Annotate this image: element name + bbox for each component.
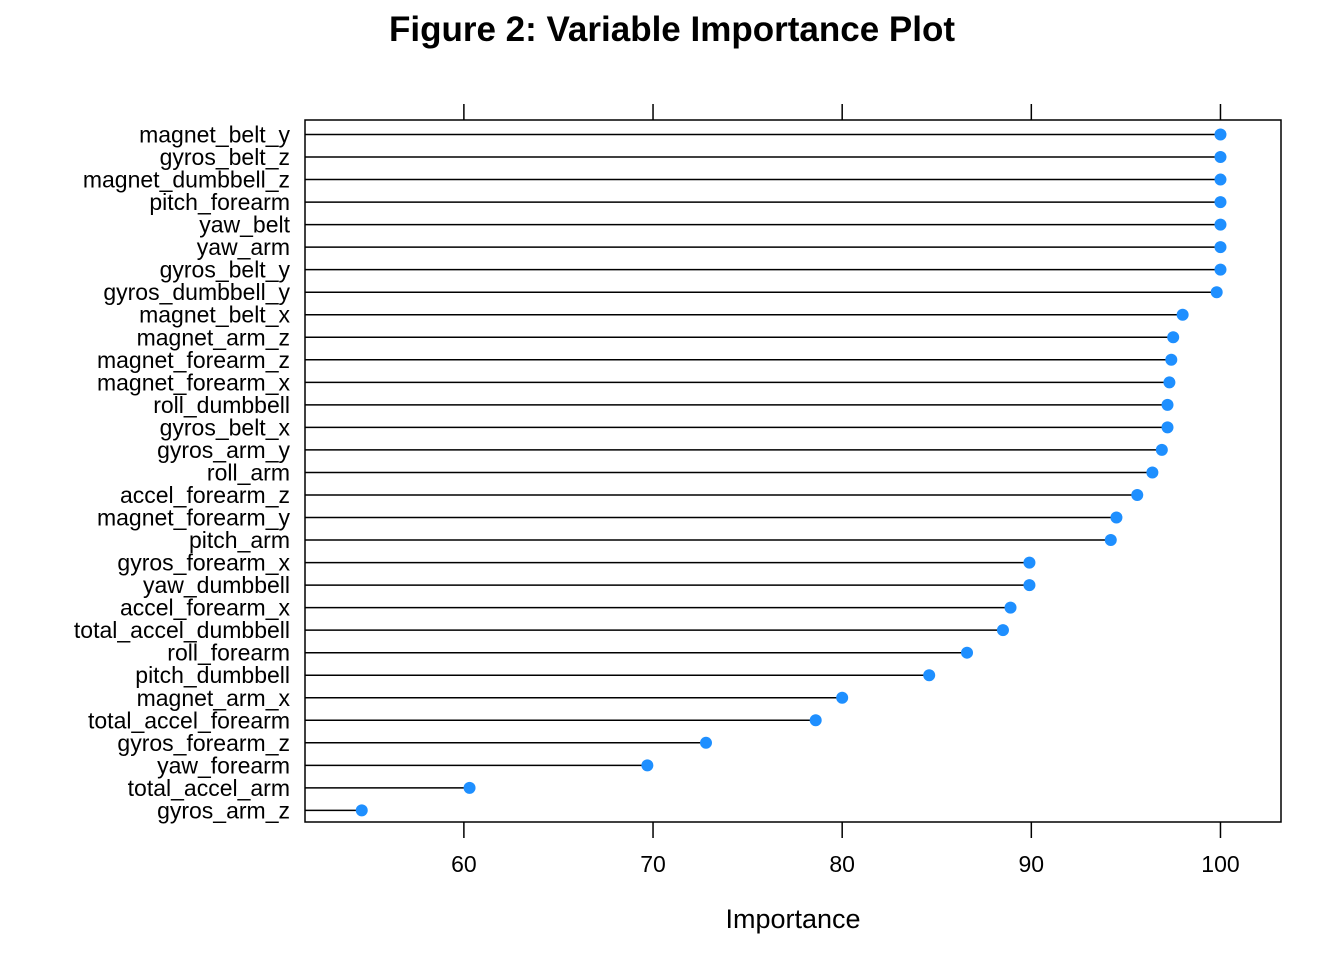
y-tick-label: yaw_forearm <box>157 752 290 778</box>
data-point <box>1104 534 1117 547</box>
y-tick-label: magnet_forearm_x <box>97 369 291 395</box>
data-point <box>699 736 712 749</box>
x-axis-label: Importance <box>725 904 860 934</box>
data-point <box>961 646 974 659</box>
data-point <box>996 624 1009 637</box>
data-point <box>923 669 936 682</box>
data-point <box>641 759 654 772</box>
data-points <box>355 128 1227 817</box>
y-tick-label: gyros_belt_x <box>160 414 291 440</box>
lollipop-lines <box>305 133 1221 812</box>
data-point <box>1110 511 1123 524</box>
data-point <box>1163 376 1176 389</box>
y-tick-label: total_accel_forearm <box>88 707 290 733</box>
data-point <box>1214 173 1227 186</box>
y-tick-label: magnet_forearm_y <box>97 505 291 531</box>
y-tick-label: roll_arm <box>207 459 290 485</box>
data-point <box>1155 443 1168 456</box>
x-tick-label: 70 <box>640 851 666 877</box>
data-point <box>1023 556 1036 569</box>
y-axis-labels: magnet_belt_ygyros_belt_zmagnet_dumbbell… <box>74 122 291 824</box>
y-tick-label: yaw_dumbbell <box>143 572 290 598</box>
data-point <box>1167 331 1180 344</box>
x-tick-label: 60 <box>451 851 477 877</box>
y-tick-label: accel_forearm_x <box>120 595 291 621</box>
data-point <box>1023 579 1036 592</box>
y-tick-label: accel_forearm_z <box>120 482 290 508</box>
axis-ticks: 60 70 80 90 100 <box>451 104 1240 877</box>
data-point <box>1176 308 1189 321</box>
plot-frame <box>304 119 1282 823</box>
y-tick-label: gyros_arm_y <box>157 437 290 463</box>
data-point <box>1214 241 1227 254</box>
y-tick-label: pitch_dumbbell <box>135 662 290 688</box>
y-tick-label: magnet_arm_x <box>137 685 291 711</box>
data-point <box>1214 128 1227 141</box>
data-point <box>1214 263 1227 276</box>
y-tick-label: roll_forearm <box>167 640 290 666</box>
y-tick-label: yaw_arm <box>197 234 290 260</box>
data-point <box>463 781 476 794</box>
y-tick-label: gyros_dumbbell_y <box>103 279 290 305</box>
y-tick-label: magnet_belt_x <box>139 302 290 328</box>
data-point <box>1214 218 1227 231</box>
y-tick-label: magnet_arm_z <box>137 324 290 350</box>
data-point <box>1214 196 1227 209</box>
y-tick-label: magnet_dumbbell_z <box>83 167 290 193</box>
y-tick-label: gyros_belt_z <box>160 144 290 170</box>
y-tick-label: gyros_forearm_x <box>117 550 290 576</box>
y-tick-label: total_accel_arm <box>128 775 290 801</box>
y-tick-label: gyros_belt_y <box>160 257 291 283</box>
data-point <box>1146 466 1159 479</box>
data-point <box>1161 398 1174 411</box>
data-point <box>836 691 849 704</box>
y-tick-label: yaw_belt <box>199 212 290 238</box>
y-tick-label: magnet_forearm_z <box>97 347 290 373</box>
y-tick-label: pitch_arm <box>189 527 290 553</box>
y-tick-label: gyros_arm_z <box>157 797 290 823</box>
data-point <box>355 804 368 817</box>
data-point <box>1165 353 1178 366</box>
y-tick-label: magnet_belt_y <box>139 122 290 148</box>
y-tick-label: total_accel_dumbbell <box>74 617 290 643</box>
x-tick-label: 90 <box>1019 851 1045 877</box>
x-tick-label: 80 <box>829 851 855 877</box>
x-tick-label: 100 <box>1201 851 1239 877</box>
data-point <box>1004 601 1017 614</box>
y-tick-label: pitch_forearm <box>149 189 290 215</box>
chart-title: Figure 2: Variable Importance Plot <box>389 10 955 49</box>
data-point <box>809 714 822 727</box>
data-point <box>1161 421 1174 434</box>
data-point <box>1214 151 1227 164</box>
data-point <box>1210 286 1223 299</box>
data-point <box>1131 488 1144 501</box>
y-tick-label: roll_dumbbell <box>153 392 290 418</box>
y-tick-label: gyros_forearm_z <box>117 730 290 756</box>
